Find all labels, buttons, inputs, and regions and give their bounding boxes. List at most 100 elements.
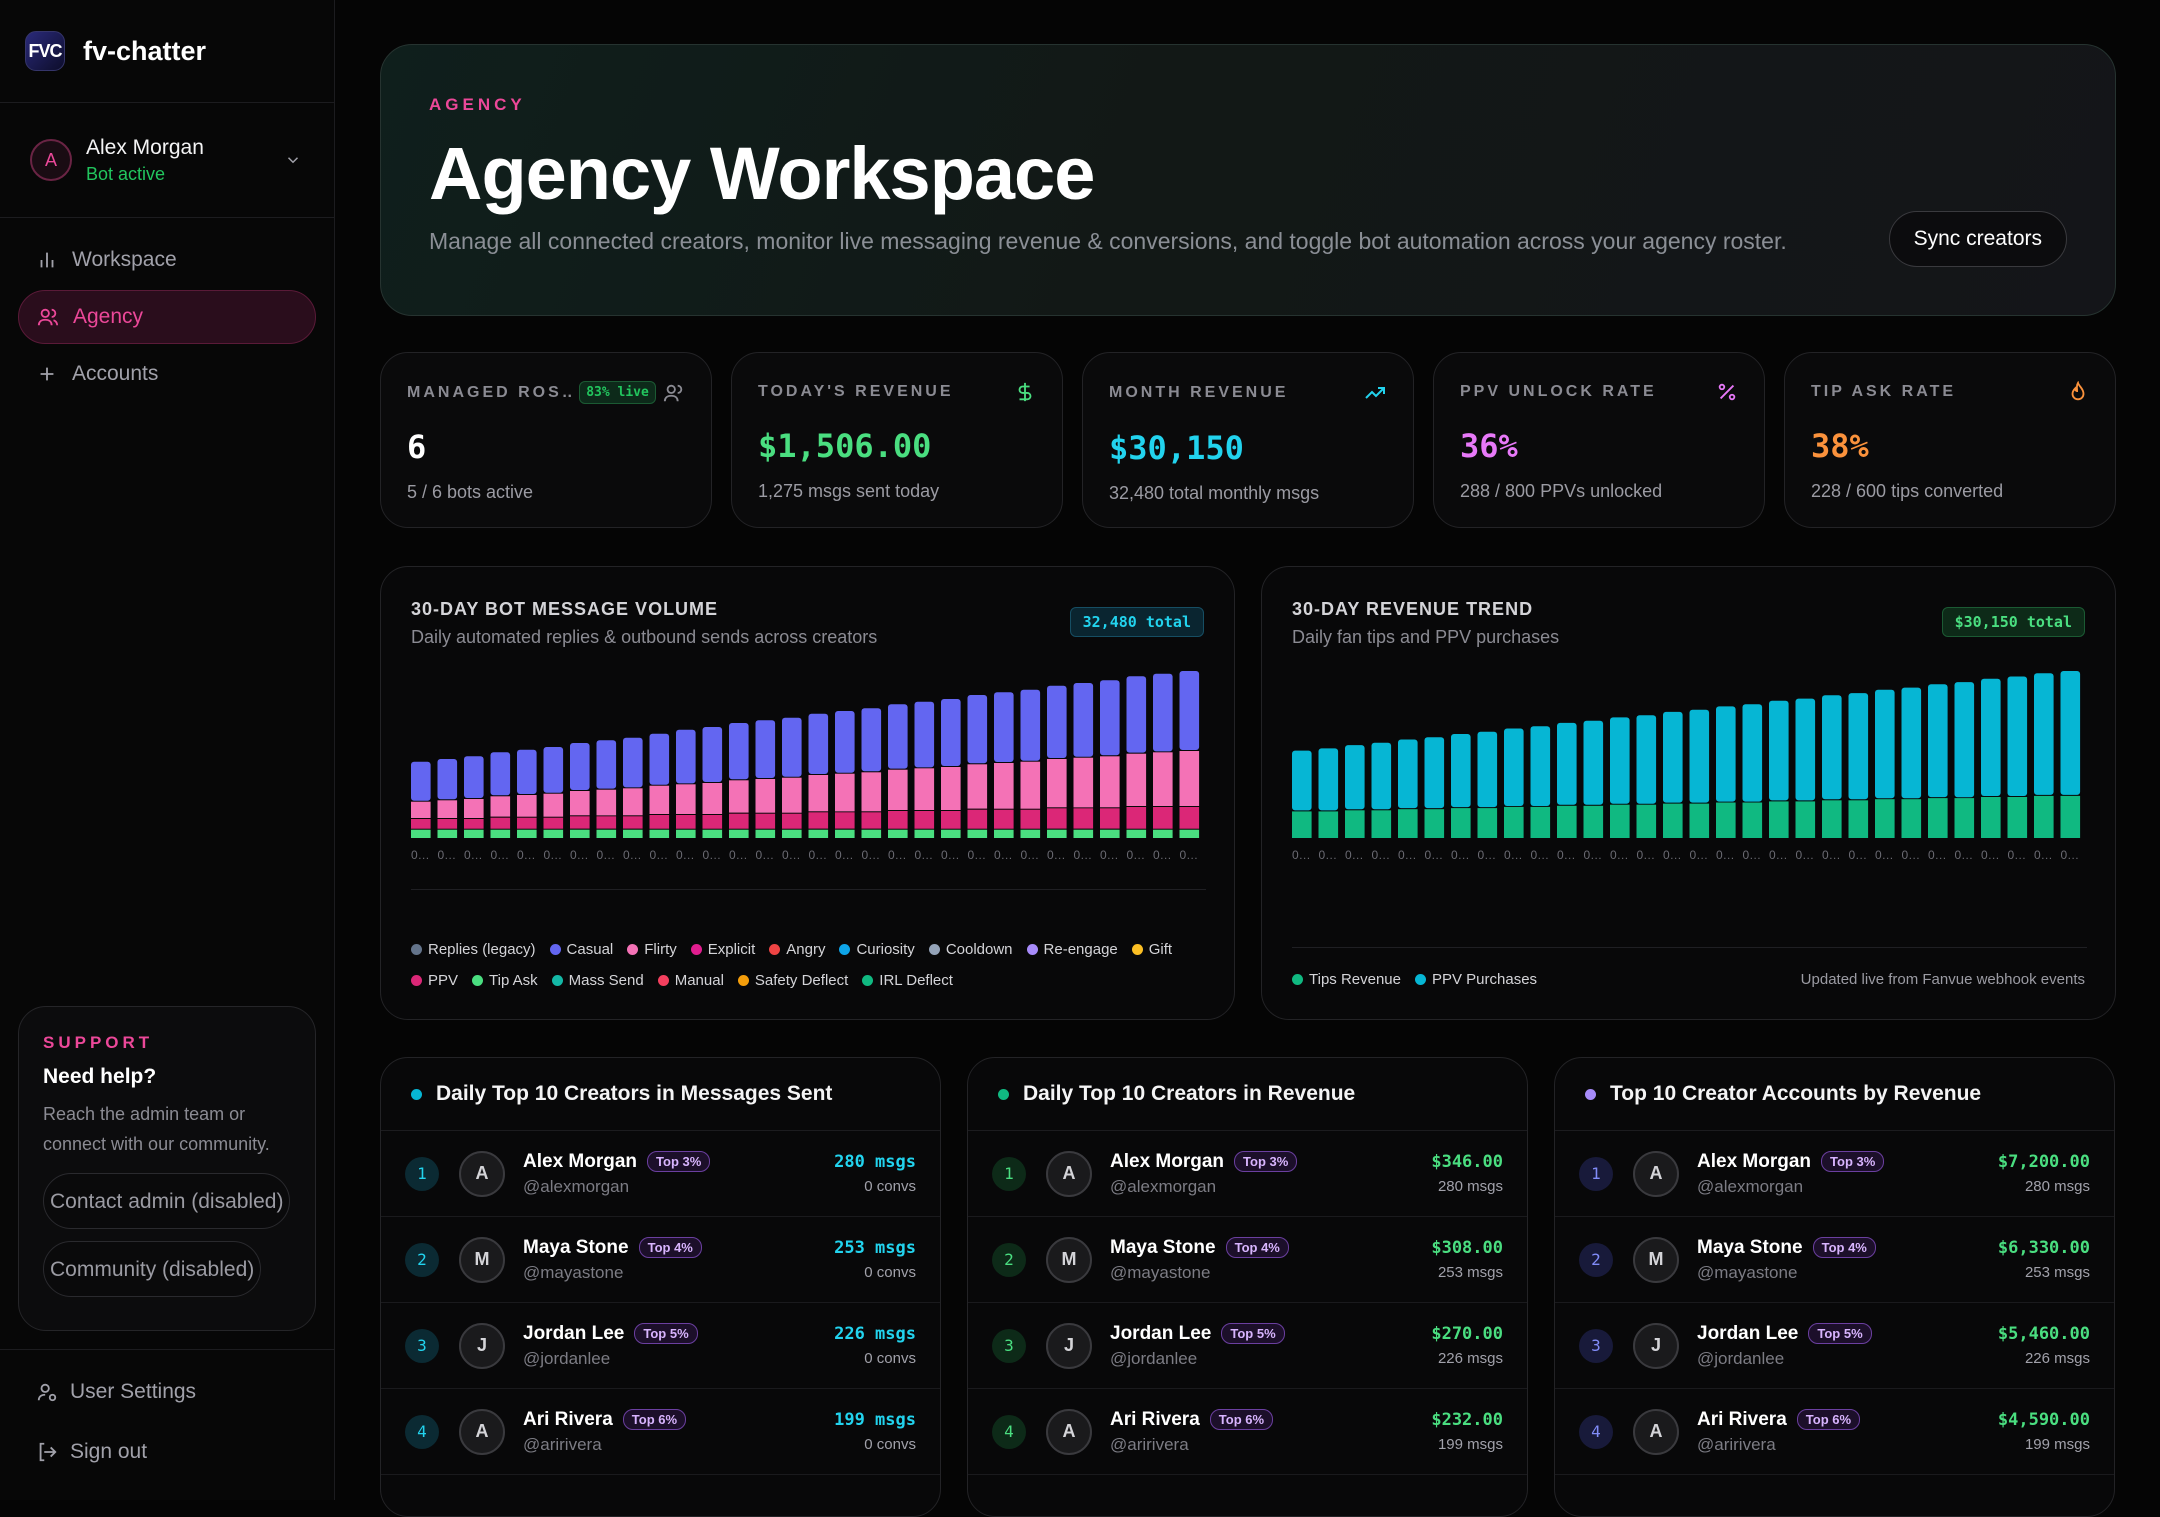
- leaderboard-row[interactable]: 4 A Ari Rivera Top 6% @aririvera $232.00 …: [968, 1389, 1527, 1475]
- chart-bar-tips-revenue[interactable]: [1583, 805, 1604, 838]
- chart-bar-ppv-purchases[interactable]: [1981, 678, 2001, 796]
- chart-bar-ppv[interactable]: [1100, 808, 1120, 829]
- leaderboard-row[interactable]: 4 A Ari Rivera Top 6% @aririvera 199 msgs…: [381, 1389, 940, 1475]
- chart-bar-flirty[interactable]: [1179, 751, 1200, 806]
- leaderboard-row[interactable]: 3 J Jordan Lee Top 5% @jordanlee 226 msgs…: [381, 1303, 940, 1389]
- chart-bar-tip-ask[interactable]: [649, 829, 670, 838]
- chart-bar-flirty[interactable]: [1073, 757, 1094, 808]
- chart-bar-casual[interactable]: [1126, 676, 1147, 753]
- sync-creators-button[interactable]: Sync creators: [1888, 211, 2067, 267]
- chart-bar-tips-revenue[interactable]: [1636, 804, 1657, 838]
- chart-bar-casual[interactable]: [411, 761, 431, 801]
- chart-bar-tips-revenue[interactable]: [1610, 804, 1630, 838]
- legend-item[interactable]: PPV Purchases: [1415, 971, 1537, 988]
- leaderboard-row[interactable]: 1 A Alex Morgan Top 3% @alexmorgan $7,200…: [1555, 1131, 2114, 1217]
- chart-bar-ppv-purchases[interactable]: [1477, 731, 1498, 808]
- legend-item[interactable]: Manual: [657, 972, 724, 989]
- legend-item[interactable]: PPV: [411, 972, 458, 989]
- leaderboard-row[interactable]: 2 M Maya Stone Top 4% @mayastone $308.00 …: [968, 1217, 1527, 1303]
- chart-bar-casual[interactable]: [729, 723, 749, 780]
- chart-bar-casual[interactable]: [941, 699, 961, 766]
- chart-bar-casual[interactable]: [676, 729, 696, 784]
- chart-bar-ppv[interactable]: [649, 815, 670, 829]
- leaderboard-row[interactable]: 4 A Ari Rivera Top 6% @aririvera $4,590.0…: [1555, 1389, 2114, 1475]
- chart-bar-tip-ask[interactable]: [1126, 829, 1147, 838]
- chart-bar-ppv[interactable]: [967, 809, 988, 829]
- chart-bar-ppv-purchases[interactable]: [1822, 695, 1842, 800]
- chart-bar-flirty[interactable]: [1153, 752, 1173, 806]
- chart-bar-ppv-purchases[interactable]: [1610, 717, 1630, 804]
- chart-bar-tip-ask[interactable]: [888, 829, 908, 838]
- chart-bar-tip-ask[interactable]: [490, 829, 511, 838]
- legend-item[interactable]: Curiosity: [839, 941, 915, 958]
- chart-bar-ppv-purchases[interactable]: [1371, 742, 1392, 810]
- chart-bar-ppv-purchases[interactable]: [1716, 706, 1736, 802]
- chart-bar-ppv[interactable]: [1153, 807, 1173, 829]
- chart-bar-tips-revenue[interactable]: [1557, 805, 1577, 838]
- chart-bar-flirty[interactable]: [941, 767, 961, 810]
- chart-bar-ppv-purchases[interactable]: [1530, 726, 1551, 806]
- chart-bar-casual[interactable]: [861, 708, 882, 772]
- chart-bar-flirty[interactable]: [1100, 756, 1120, 808]
- chart-bar-tip-ask[interactable]: [676, 829, 696, 838]
- chart-bar-casual[interactable]: [755, 720, 776, 778]
- chart-bar-casual[interactable]: [888, 704, 908, 769]
- chart-bar-casual[interactable]: [464, 756, 484, 798]
- chart-bar-tips-revenue[interactable]: [2007, 797, 2028, 838]
- chart-bar-ppv-purchases[interactable]: [1901, 687, 1922, 799]
- chart-bar-ppv-purchases[interactable]: [1424, 737, 1445, 809]
- chart-bar-tip-ask[interactable]: [755, 829, 776, 838]
- chart-bar-casual[interactable]: [517, 749, 537, 794]
- chart-bar-tips-revenue[interactable]: [1530, 806, 1551, 838]
- chart-bar-ppv-purchases[interactable]: [1928, 684, 1948, 798]
- chart-bar-ppv[interactable]: [1047, 808, 1067, 829]
- chart-bar-tips-revenue[interactable]: [2034, 795, 2054, 838]
- chart-bar-flirty[interactable]: [808, 775, 829, 812]
- chart-bar-ppv[interactable]: [914, 811, 935, 829]
- chevron-down-icon[interactable]: [284, 151, 302, 169]
- chart-bar-casual[interactable]: [1100, 680, 1120, 756]
- chart-bar-flirty[interactable]: [517, 795, 537, 817]
- legend-item[interactable]: Gift: [1131, 941, 1172, 958]
- chart-bar-casual[interactable]: [623, 737, 643, 788]
- chart-bar-tip-ask[interactable]: [835, 829, 855, 838]
- chart-bar-casual[interactable]: [994, 692, 1014, 762]
- chart-bar-ppv[interactable]: [490, 817, 511, 829]
- chart-bar-tip-ask[interactable]: [994, 829, 1014, 838]
- chart-bar-casual[interactable]: [570, 743, 590, 790]
- chart-bar-tip-ask[interactable]: [623, 829, 643, 838]
- chart-bar-ppv[interactable]: [1179, 807, 1200, 829]
- legend-item[interactable]: Explicit: [690, 941, 755, 958]
- chart-bar-flirty[interactable]: [437, 800, 458, 818]
- chart-bar-flirty[interactable]: [994, 763, 1014, 809]
- chart-bar-ppv-purchases[interactable]: [1875, 689, 1895, 799]
- chart-bar-flirty[interactable]: [676, 784, 696, 814]
- contact-admin-button[interactable]: Contact admin (disabled): [43, 1173, 291, 1229]
- chart-bar-tip-ask[interactable]: [411, 829, 431, 838]
- chart-bar-ppv-purchases[interactable]: [1795, 698, 1816, 801]
- chart-bar-tip-ask[interactable]: [861, 829, 882, 838]
- chart-bar-flirty[interactable]: [411, 801, 431, 818]
- chart-bar-ppv-purchases[interactable]: [2007, 676, 2028, 797]
- chart-bar-tip-ask[interactable]: [1179, 829, 1200, 838]
- chart-bar-tips-revenue[interactable]: [1875, 799, 1895, 838]
- chart-bar-tips-revenue[interactable]: [1769, 801, 1789, 838]
- chart-bar-tip-ask[interactable]: [1073, 829, 1094, 838]
- chart-bar-ppv[interactable]: [861, 812, 882, 829]
- chart-bar-ppv[interactable]: [1126, 807, 1147, 829]
- chart-bar-ppv[interactable]: [808, 812, 829, 829]
- chart-bar-ppv[interactable]: [1020, 809, 1041, 829]
- chart-bar-casual[interactable]: [808, 713, 829, 774]
- chart-bar-ppv[interactable]: [411, 819, 431, 829]
- chart-bar-tips-revenue[interactable]: [1689, 803, 1710, 838]
- chart-bar-ppv-purchases[interactable]: [2034, 673, 2054, 795]
- chart-bar-flirty[interactable]: [729, 780, 749, 813]
- chart-bar-ppv[interactable]: [517, 817, 537, 829]
- chart-bar-casual[interactable]: [1153, 673, 1173, 752]
- chart-bar-tips-revenue[interactable]: [1954, 798, 1975, 838]
- chart-bar-ppv-purchases[interactable]: [1451, 734, 1471, 808]
- chart-bar-ppv[interactable]: [835, 812, 855, 829]
- chart-bar-casual[interactable]: [596, 740, 617, 789]
- leaderboard-row[interactable]: 2 M Maya Stone Top 4% @mayastone 253 msgs…: [381, 1217, 940, 1303]
- legend-item[interactable]: Mass Send: [551, 972, 644, 989]
